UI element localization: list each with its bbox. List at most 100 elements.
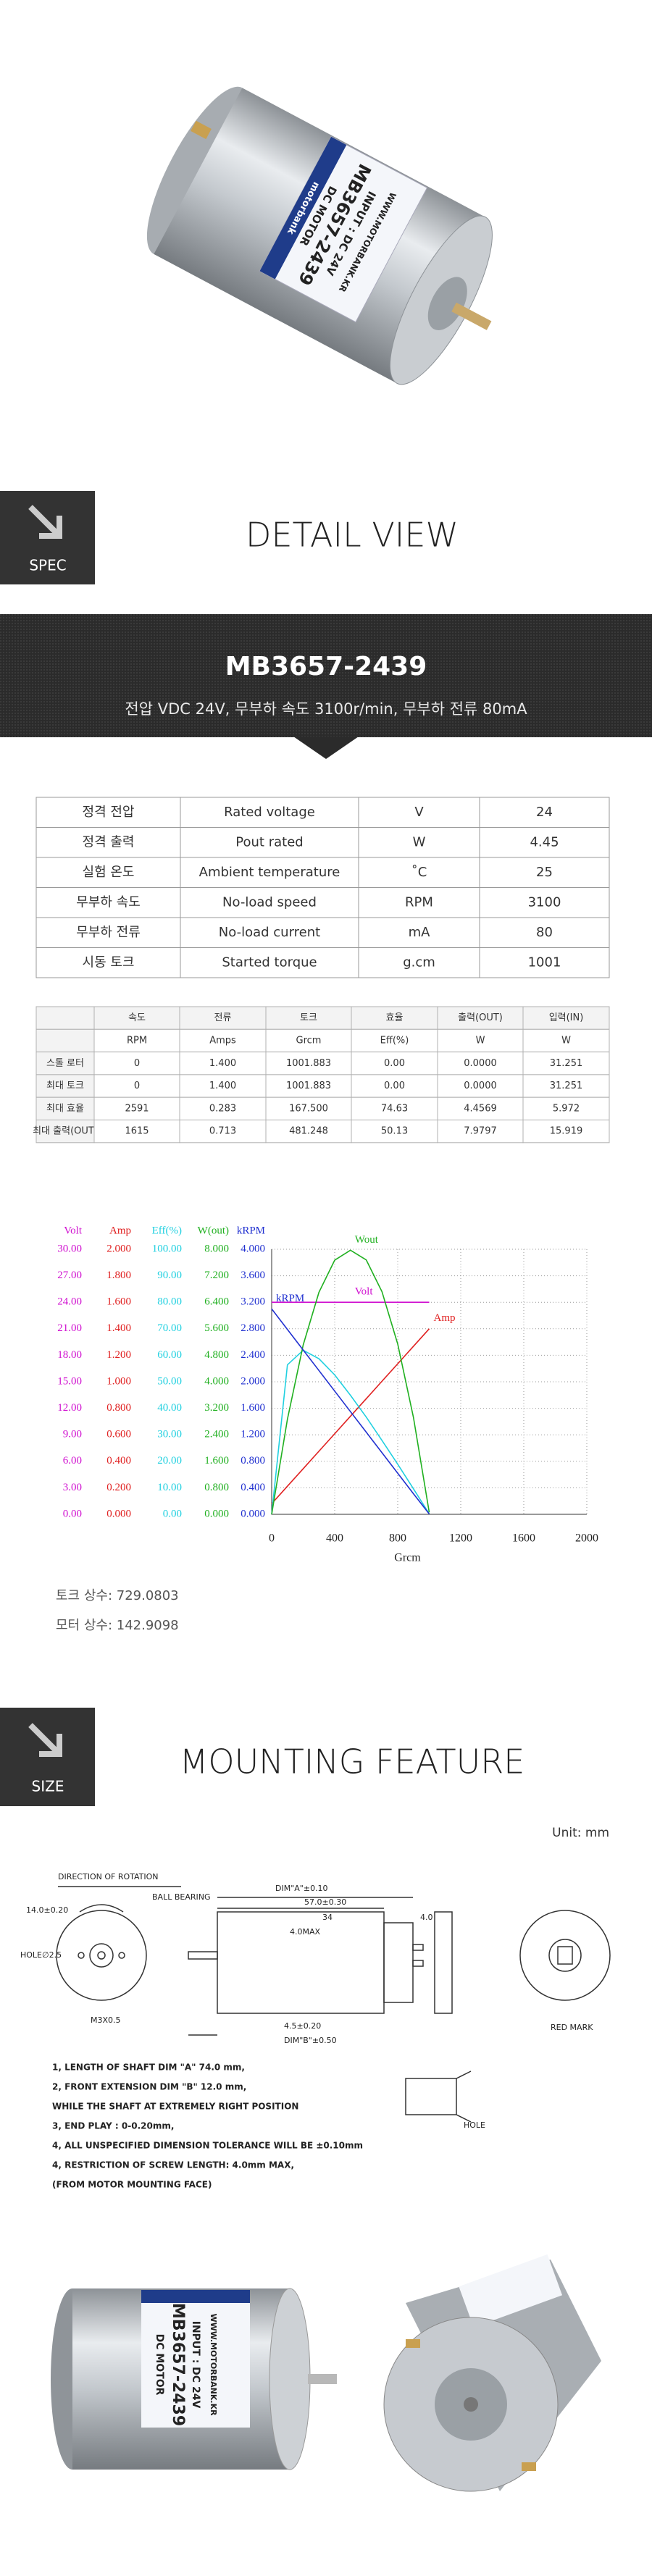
y-tick-label: 1.400	[106, 1322, 131, 1334]
y-tick-label: 0.00	[163, 1508, 182, 1519]
y-tick-label: 4.000	[241, 1243, 265, 1254]
series-label: Amp	[434, 1312, 456, 1324]
y-tick-label: 18.00	[57, 1349, 82, 1361]
note-line: 3, END PLAY : 0-0.20mm,	[52, 2121, 174, 2131]
table-text: 토크	[300, 1012, 317, 1023]
y-tick-label: 3.200	[204, 1402, 229, 1414]
y-tick-label: 0.00	[63, 1508, 82, 1519]
axis-label: kRPM	[237, 1225, 265, 1236]
model-summary: 전압 VDC 24V, 무부하 속도 3100r/min, 무부하 전류 80m…	[125, 700, 527, 718]
table-text: 최대 토크	[46, 1081, 84, 1091]
y-tick-label: 2.000	[241, 1375, 265, 1387]
table-cell	[179, 1028, 267, 1053]
table-text: Rated voltage	[224, 805, 315, 820]
y-tick-label: 15.00	[57, 1375, 82, 1387]
photo-right	[383, 2254, 601, 2492]
table-cell	[358, 947, 480, 978]
y-tick-label: 1.600	[241, 1402, 265, 1414]
drawing-label: HOLE	[464, 2120, 485, 2130]
y-tick-label: 50.00	[157, 1375, 182, 1387]
table-cell	[479, 917, 610, 948]
y-tick-label: 6.400	[204, 1296, 229, 1308]
table-cell	[358, 827, 480, 858]
table-cell	[479, 797, 610, 828]
table-cell	[351, 1120, 438, 1144]
drawing-label: 14.0±0.20	[26, 1905, 68, 1915]
table-cell	[479, 887, 610, 918]
table-cell	[93, 1028, 180, 1053]
y-tick-label: 0.000	[204, 1508, 229, 1519]
note-line: 2, FRONT EXTENSION DIM "B" 12.0 mm,	[52, 2082, 246, 2092]
y-tick-label: 6.00	[63, 1455, 82, 1467]
hero-motor: motorbank DC MOTOR MB3657-2439 INPUT : D…	[146, 86, 493, 385]
table-text: 출력(OUT)	[458, 1012, 503, 1023]
table-text: W	[413, 834, 426, 849]
table-text: 0.0000	[464, 1058, 497, 1069]
table-text: 시동 토크	[83, 955, 135, 970]
table-cell	[351, 1052, 438, 1075]
drawing-label: RED MARK	[551, 2023, 593, 2032]
band-notch	[293, 737, 359, 759]
table-text: g.cm	[403, 955, 435, 970]
table-cell	[180, 857, 359, 888]
note-line: (FROM MOTOR MOUNTING FACE)	[52, 2180, 212, 2190]
y-tick-label: 3.00	[63, 1482, 82, 1493]
motor-label: MB3657-2439	[169, 2303, 187, 2426]
table-cell	[358, 857, 480, 888]
table-cell	[522, 1052, 610, 1075]
table-text: W	[561, 1035, 571, 1046]
technical-drawing	[56, 1886, 611, 2123]
unit-note: Unit: mm	[552, 1826, 609, 1840]
table-cell	[351, 1096, 438, 1120]
arrow-icon	[28, 505, 62, 539]
drawing-label: DIM"A"±0.10	[275, 1884, 328, 1893]
table-text: 속도	[128, 1012, 146, 1023]
y-tick-label: 21.00	[57, 1322, 82, 1334]
table-text: 481.248	[289, 1126, 328, 1137]
table-cell	[93, 1074, 180, 1098]
table-cell	[93, 1006, 180, 1030]
drawing-label: DIRECTION OF ROTATION	[58, 1872, 159, 1881]
arrow-icon	[28, 1723, 62, 1757]
table-text: Grcm	[296, 1035, 322, 1046]
y-tick-label: 0.600	[106, 1429, 131, 1440]
table-cell	[35, 1028, 95, 1053]
y-tick-label: 10.00	[157, 1482, 182, 1493]
table-text: mA	[409, 925, 431, 940]
table-text: 최대 출력(OUT)	[33, 1126, 98, 1137]
drawing-label: HOLE∅2.5	[20, 1950, 62, 1960]
drawing-label: DIM"B"±0.50	[284, 2036, 337, 2045]
photo-left: DC MOTOR MB3657-2439 INPUT : DC 24V WWW.…	[51, 2288, 337, 2470]
table-cell	[179, 1074, 267, 1098]
table-text: 1001.883	[286, 1058, 331, 1069]
table-cell	[35, 857, 181, 888]
table-cell	[265, 1096, 352, 1120]
y-tick-label: 1.200	[106, 1349, 131, 1361]
section-title: MOUNTING FEATURE	[180, 1742, 525, 1782]
table-cell	[479, 947, 610, 978]
model-name: MB3657-2439	[225, 652, 427, 681]
table-cell	[522, 1096, 610, 1120]
x-axis-title: Grcm	[394, 1552, 421, 1564]
table-text: 1615	[125, 1126, 149, 1137]
y-tick-label: 30.00	[157, 1429, 182, 1440]
table-text: 31.251	[550, 1081, 583, 1091]
table-text: Pout rated	[235, 834, 303, 849]
table-cell	[180, 917, 359, 948]
table-text: 0.00	[384, 1081, 405, 1091]
x-tick-label: 0	[269, 1532, 275, 1545]
table-text: 0.0000	[464, 1081, 497, 1091]
table-text: Eff(%)	[380, 1035, 409, 1046]
model-band	[0, 614, 652, 737]
y-tick-label: 0.400	[106, 1455, 131, 1467]
y-tick-label: 60.00	[157, 1349, 182, 1361]
motor-label: INPUT : DC 24V	[190, 2321, 201, 2409]
table-cell	[93, 1120, 180, 1144]
table-text: V	[414, 805, 424, 820]
table-cell	[522, 1120, 610, 1144]
table-cell	[437, 1074, 524, 1098]
table-cell	[180, 827, 359, 858]
table-text: 최대 효율	[46, 1103, 84, 1114]
